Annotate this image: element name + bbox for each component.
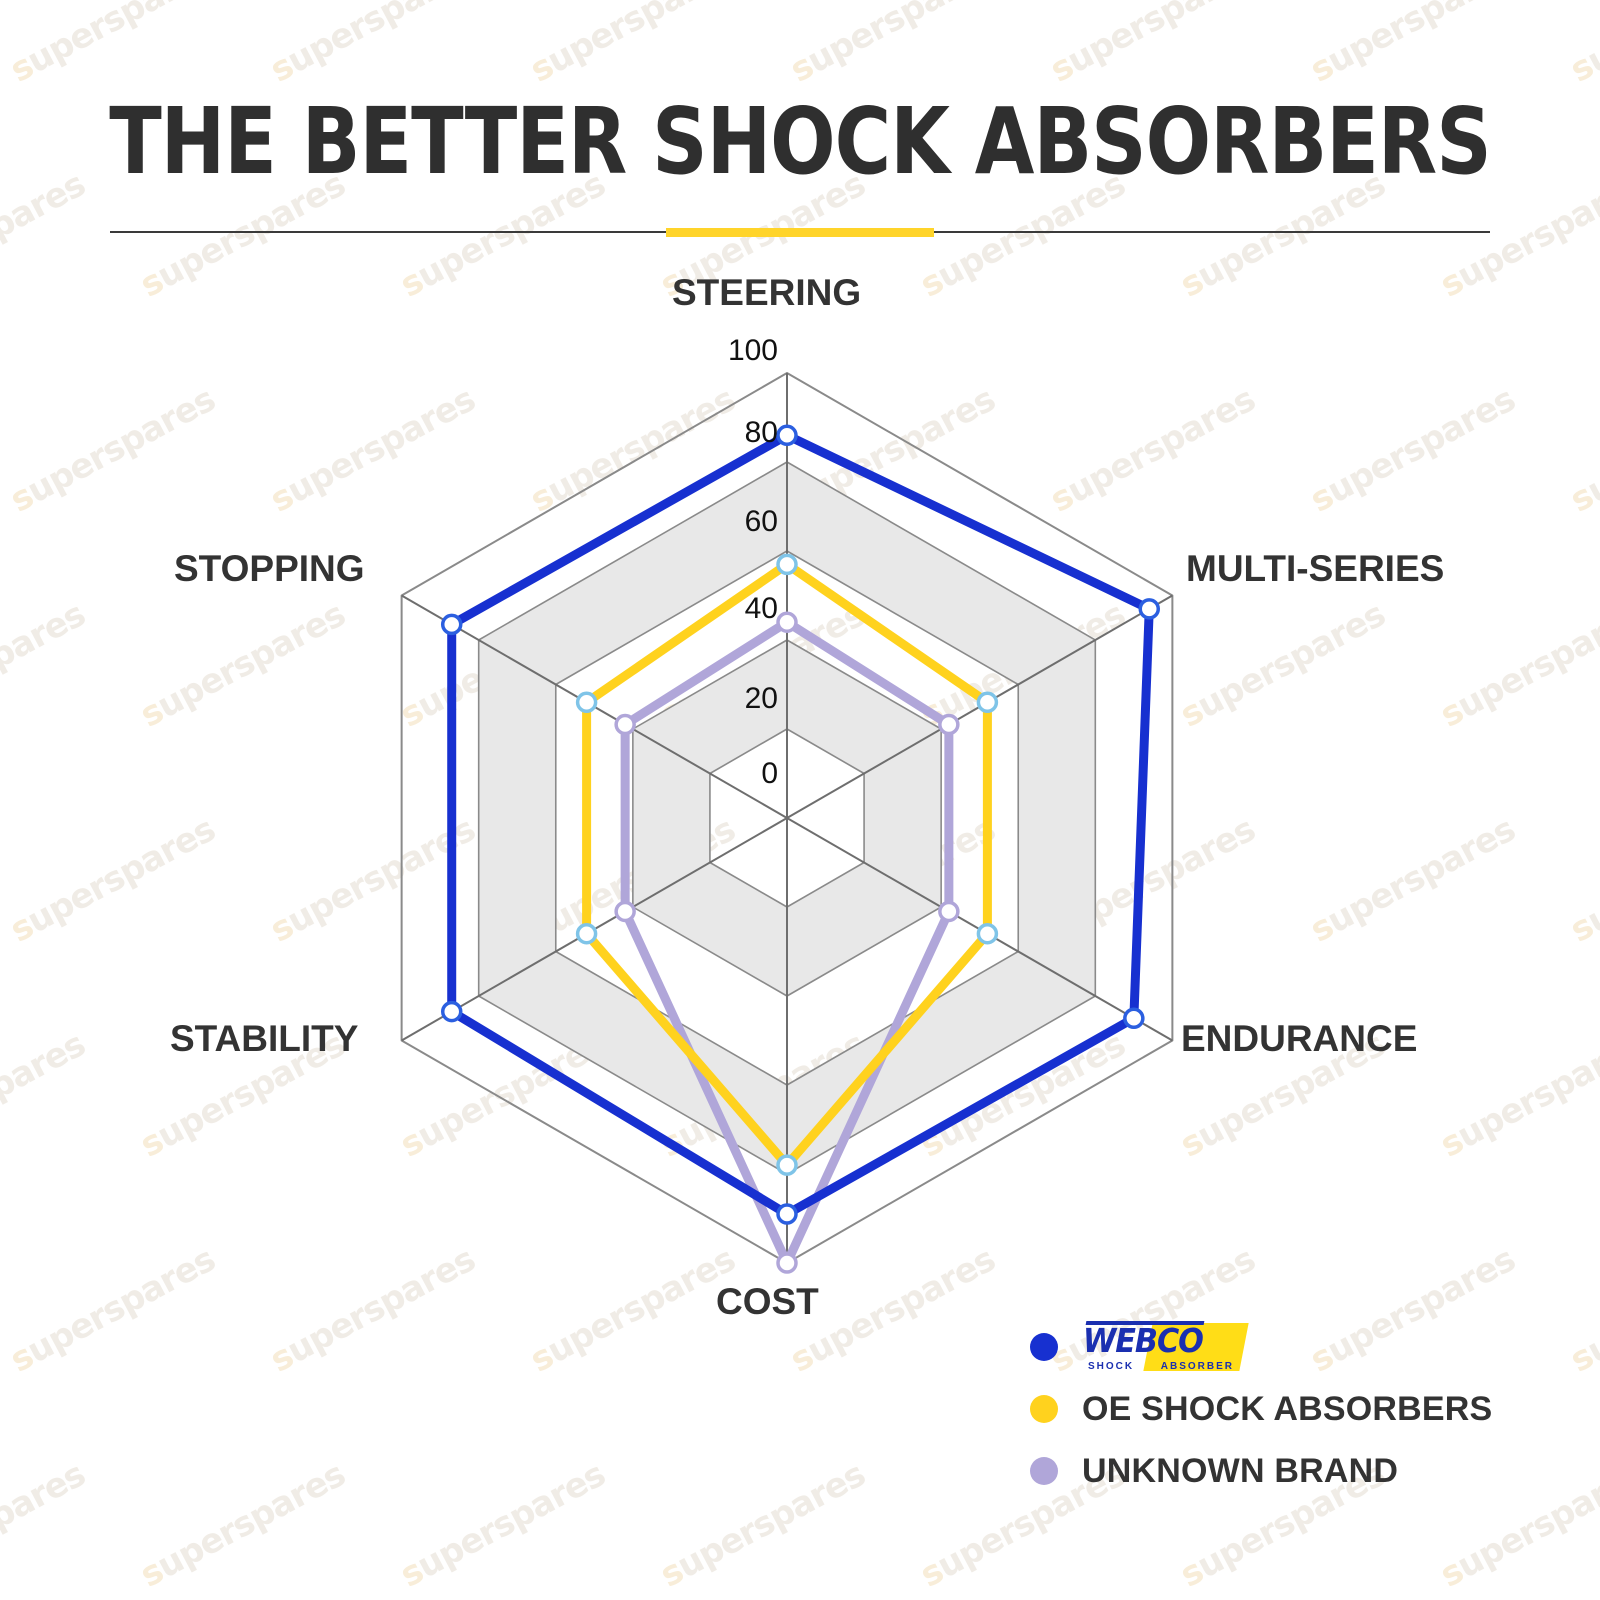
radar-data-point	[976, 691, 999, 714]
radar-axis-label-stopping: STOPPING	[174, 548, 365, 589]
radar-data-point	[938, 900, 960, 923]
radar-data-point	[575, 922, 598, 945]
radar-axis-label-endurance: ENDURANCE	[1181, 1018, 1418, 1059]
legend-label-unknown: UNKNOWN BRAND	[1082, 1451, 1399, 1490]
radar-axis-label-steering: STEERING	[672, 272, 862, 313]
legend-item-unknown[interactable]: UNKNOWN BRAND	[1030, 1440, 1492, 1502]
radar-data-point	[776, 424, 798, 447]
webco-logo: WEBCO SHOCK ABSORBER	[1082, 1321, 1249, 1373]
radar-data-point	[440, 613, 463, 636]
radar-data-point	[776, 1252, 798, 1274]
radar-band	[632, 640, 942, 996]
title-divider	[110, 228, 1490, 237]
radar-data-point	[776, 553, 798, 576]
webco-logo-sub-left: SHOCK	[1088, 1361, 1135, 1372]
radar-tick-label: 20	[744, 682, 778, 715]
legend-swatch-webco	[1030, 1333, 1058, 1361]
legend-swatch-unknown	[1030, 1457, 1058, 1485]
legend-item-webco[interactable]: WEBCO SHOCK ABSORBER	[1030, 1316, 1492, 1378]
radar-tick-label: 60	[744, 505, 778, 538]
radar-axis-label-cost: COST	[716, 1281, 819, 1322]
radar-tick-label: 100	[727, 334, 778, 367]
radar-data-point	[938, 713, 960, 736]
radar-tick-label: 40	[744, 592, 778, 625]
radar-data-point	[575, 691, 598, 714]
radar-data-point	[976, 922, 999, 945]
legend-item-oe[interactable]: OE SHOCK ABSORBERS	[1030, 1378, 1492, 1440]
radar-data-point	[776, 1154, 798, 1176]
radar-axis-label-stability: STABILITY	[170, 1018, 359, 1059]
radar-data-point	[1123, 1007, 1145, 1029]
webco-logo-word: WEBCO	[1082, 1321, 1204, 1360]
legend-swatch-oe	[1030, 1395, 1058, 1423]
chart-legend: WEBCO SHOCK ABSORBER OE SHOCK ABSORBERS …	[1030, 1316, 1492, 1502]
radar-data-point	[776, 1203, 798, 1225]
radar-data-point	[614, 900, 636, 923]
page-title-wrap: THE BETTER SHOCK ABSORBERS	[0, 96, 1600, 188]
title-divider-accent	[666, 228, 934, 237]
radar-data-point	[1138, 598, 1161, 620]
radar-data-point	[614, 713, 636, 736]
webco-logo-sub-right: ABSORBER	[1160, 1361, 1234, 1372]
radar-tick-label: 80	[744, 416, 778, 449]
radar-tick-label: 0	[761, 757, 778, 790]
legend-label-oe: OE SHOCK ABSORBERS	[1082, 1389, 1493, 1428]
radar-data-point	[776, 611, 798, 633]
radar-data-point	[440, 1000, 463, 1023]
page-title: THE BETTER SHOCK ABSORBERS	[109, 88, 1492, 195]
radar-axis-label-multi-series: MULTI-SERIES	[1186, 548, 1445, 589]
